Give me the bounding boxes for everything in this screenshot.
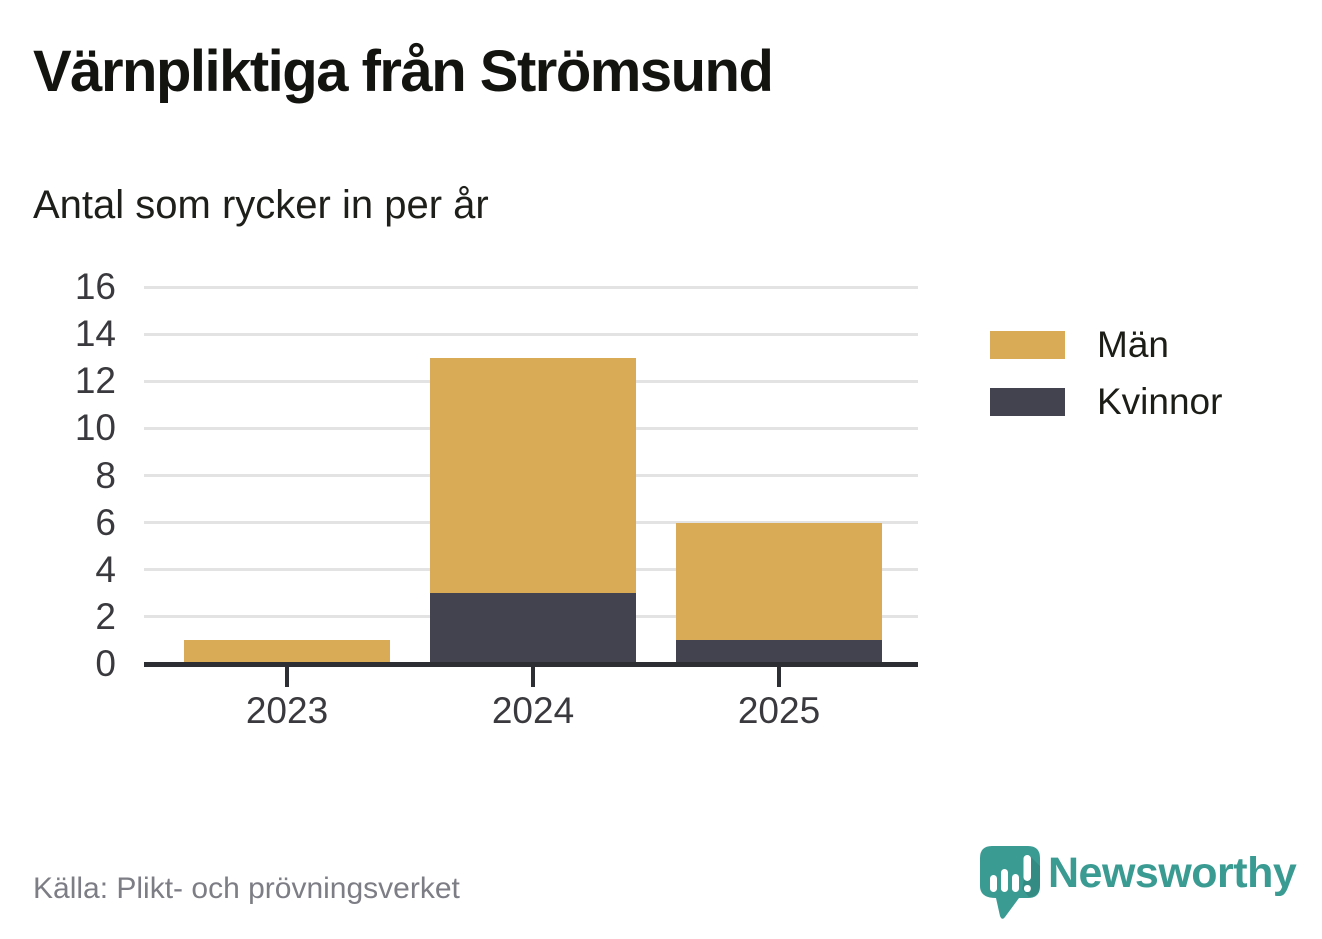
x-axis-line <box>144 661 918 667</box>
legend-label-Kvinnor: Kvinnor <box>1097 381 1223 422</box>
grid-line-16 <box>144 285 918 289</box>
legend-row-Män: Män <box>990 325 1222 365</box>
x-tick-mark-2023 <box>285 666 289 687</box>
brand-name: Newsworthy <box>1048 849 1297 897</box>
x-tick-label-2025: 2025 <box>737 690 821 731</box>
y-tick-label-12: 12 <box>74 360 116 402</box>
y-tick-label-8: 8 <box>95 454 116 496</box>
brand-lockup: Newsworthy <box>978 845 1297 921</box>
source-note: Källa: Plikt- och prövningsverket <box>33 872 460 905</box>
newsworthy-speech-bubble-chart-icon <box>980 846 1040 919</box>
legend-row-Kvinnor: Kvinnor <box>990 382 1222 422</box>
legend-swatch-Män <box>990 331 1065 359</box>
y-tick-label-10: 10 <box>74 407 116 449</box>
x-tick-mark-2025 <box>777 666 781 687</box>
chart-title: Värnpliktiga från Strömsund <box>33 39 774 104</box>
y-tick-label-6: 6 <box>95 501 116 543</box>
legend-label-Män: Män <box>1097 324 1169 365</box>
chart-subtitle: Antal som rycker in per år <box>33 183 489 227</box>
x-tick-mark-2024 <box>531 666 535 687</box>
bar-segment-2025-Kvinnor <box>676 640 882 664</box>
x-tick-label-2024: 2024 <box>491 690 575 731</box>
y-tick-label-0: 0 <box>95 643 116 684</box>
bar-segment-2025-Män <box>676 522 882 641</box>
y-tick-label-16: 16 <box>74 266 116 307</box>
bar-segment-2023-Män <box>184 640 390 664</box>
bar-segment-2024-Män <box>430 357 636 594</box>
legend-swatch-Kvinnor <box>990 388 1065 416</box>
grid-line-14 <box>144 332 918 336</box>
y-tick-label-2: 2 <box>95 595 116 637</box>
y-tick-label-14: 14 <box>74 313 116 355</box>
y-tick-label-4: 4 <box>95 548 116 590</box>
bar-segment-2024-Kvinnor <box>430 593 636 664</box>
x-tick-label-2023: 2023 <box>245 690 329 731</box>
legend: Män Kvinnor <box>990 325 1222 422</box>
